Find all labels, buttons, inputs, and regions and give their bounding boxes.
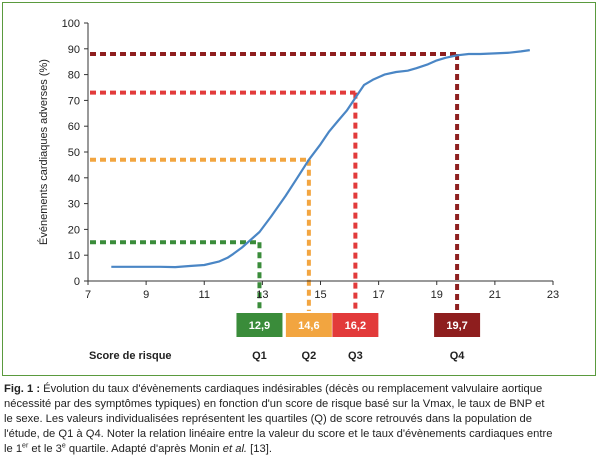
quartile-label: Q3 <box>348 350 363 362</box>
quartile-score-value: 19,7 <box>446 320 467 332</box>
quartile-score-box-q3 <box>332 313 379 337</box>
caption-label: Fig. 1 : <box>4 383 41 395</box>
quartile-label: Q4 <box>450 350 466 362</box>
quartile-label: Q1 <box>252 350 267 362</box>
caption-superscript: er <box>22 442 29 450</box>
caption-text: et le 3 <box>28 443 62 455</box>
caption-text: le 1 <box>4 443 23 455</box>
y-tick-label: 80 <box>68 70 80 82</box>
y-tick-label: 70 <box>68 95 80 107</box>
y-tick-label: 20 <box>68 224 80 236</box>
y-tick-label: 30 <box>68 199 80 211</box>
y-tick-label: 90 <box>68 44 80 56</box>
event-rate-curve <box>111 49 530 269</box>
quartile-score-value: 14,6 <box>298 320 319 332</box>
y-tick-label: 50 <box>68 147 80 159</box>
x-tick-label: 7 <box>85 289 91 301</box>
quartile-label: Q2 <box>302 350 317 362</box>
risk-score-chart: 0 10 20 30 40 50 60 70 80 90 100 7 9 11 13 15 17 19 21 23 Év… <box>37 18 559 362</box>
x-tick-label: 21 <box>489 289 501 301</box>
y-tick-label: 0 <box>74 276 80 288</box>
x-tick-label: 11 <box>199 289 210 301</box>
quartile-score-value: 12,9 <box>249 320 270 332</box>
x-tick-label: 9 <box>143 289 149 301</box>
caption-text: quartile. Adapté d'après Monin <box>65 443 223 455</box>
caption-line-2: nécessité par des symptômes typiques) en… <box>4 398 545 410</box>
quartile-score-value: 16,2 <box>345 320 366 332</box>
caption-text: [13]. <box>247 443 272 455</box>
quartile-score-box-q2 <box>285 313 332 337</box>
quartile-score-box-q1 <box>236 313 283 337</box>
x-tick-label: 19 <box>431 289 443 301</box>
caption-line-5: le 1er et le 3e quartile. Adapté d'après… <box>4 442 594 457</box>
caption-line-4: l'étude, de Q1 à Q4. Noter la relation l… <box>4 428 553 440</box>
caption-superscript: e <box>61 442 66 450</box>
x-tick-label: 15 <box>314 289 326 301</box>
y-tick-label: 100 <box>62 18 80 30</box>
quartile-score-box-q4 <box>434 313 481 337</box>
caption-line-3: le sexe. Les valeurs individualisées rep… <box>4 413 532 425</box>
y-axis-title: Événements cardiaques adverses (%) <box>37 59 50 245</box>
x-tick-label: 23 <box>547 289 559 301</box>
x-axis-title: Score de risque <box>89 350 172 362</box>
caption-line-1: Évolution du taux d'évènements cardiaque… <box>40 383 543 395</box>
figure-caption: Fig. 1 : Évolution du taux d'évènements … <box>4 382 594 457</box>
y-tick-label: 40 <box>68 173 80 185</box>
caption-citation-etal: et al. <box>222 443 248 455</box>
y-tick-label: 10 <box>68 250 80 262</box>
x-tick-label: 13 <box>256 289 268 301</box>
x-tick-label: 17 <box>373 289 385 301</box>
y-tick-label: 60 <box>68 121 80 133</box>
chart-frame: 0 10 20 30 40 50 60 70 80 90 100 7 9 11 13 15 17 19 21 23 Év… <box>2 2 596 376</box>
